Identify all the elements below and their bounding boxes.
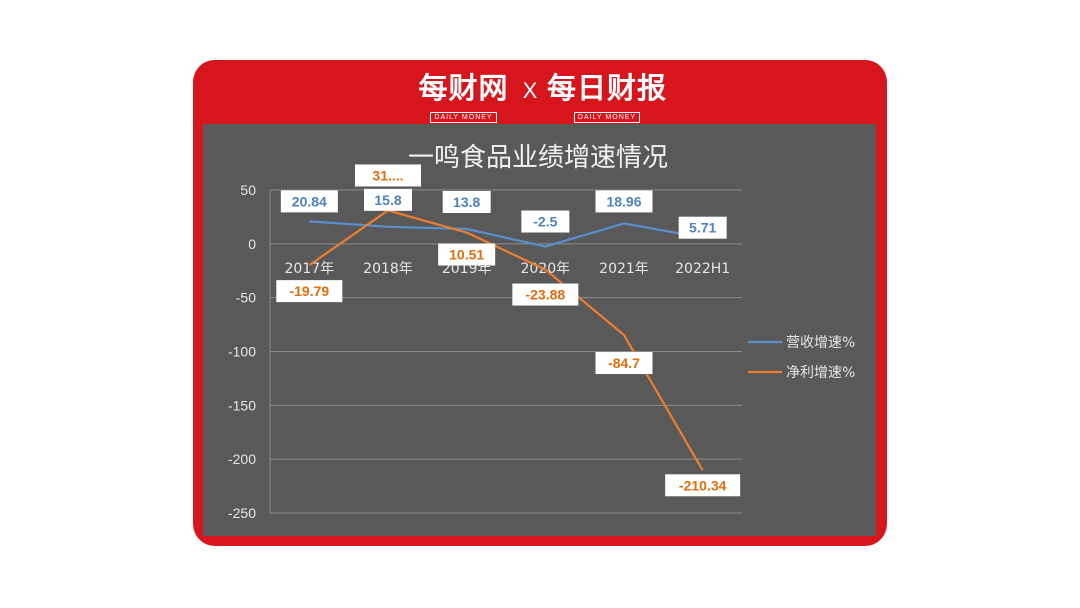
data-label-value: 5.71 — [689, 220, 716, 236]
data-label: 10.51 — [438, 243, 496, 266]
legend: 营收增速% 净利增速% — [748, 335, 855, 381]
data-label-value: 10.51 — [449, 247, 484, 263]
data-label-value: -210.34 — [679, 477, 727, 493]
data-label: -23.88 — [512, 283, 579, 306]
y-axis: 50 0 -50 -100 -150 -200 -250 — [228, 182, 271, 521]
legend-label: 净利增速% — [786, 365, 855, 381]
series-line — [308, 209, 704, 471]
data-label-box — [364, 188, 412, 211]
data-label-box — [442, 190, 491, 213]
x-tick-label: 2017年 — [285, 261, 335, 277]
data-labels: 20.84 15.8 13.8 -2.5 18.96 5.71 -19.79 31.... 10… — [276, 164, 741, 497]
data-label: -210.34 — [665, 474, 741, 497]
data-label-value: -84.7 — [608, 355, 640, 371]
series-lines — [308, 209, 704, 471]
y-tick-label: -150 — [228, 397, 256, 413]
x-axis: 2017年 2018年 2019年 2020年 2021年 2022H1 — [285, 261, 731, 277]
data-label-value: 31.... — [372, 167, 403, 183]
data-label-value: 13.8 — [453, 194, 480, 210]
y-tick-label: 0 — [248, 236, 256, 252]
data-label-box — [512, 283, 579, 306]
y-tick-label: -250 — [228, 505, 256, 521]
y-tick-label: -100 — [228, 344, 256, 360]
data-label: 20.84 — [280, 190, 338, 213]
data-label-value: 18.96 — [606, 193, 641, 209]
data-label-box — [521, 210, 570, 233]
logo-left-subtext: DAILY MONEY — [430, 112, 497, 123]
y-tick-label: 50 — [240, 182, 256, 198]
data-label: -2.5 — [521, 210, 570, 233]
data-label-value: 20.84 — [292, 193, 327, 209]
data-label: 13.8 — [442, 190, 491, 213]
brand-header: 每财网 DAILY MONEY X 每日财报 DAILY MONEY — [193, 66, 887, 123]
cross-mark: X — [522, 78, 538, 103]
logo-right-subtext: DAILY MONEY — [573, 112, 641, 123]
data-label-box — [678, 216, 727, 239]
y-tick-label: -200 — [228, 451, 256, 467]
series-line — [309, 220, 703, 248]
y-tick-label: -50 — [236, 290, 256, 306]
data-label-box — [438, 243, 496, 266]
x-tick-label: 2021年 — [599, 261, 649, 277]
data-label-box — [665, 474, 741, 497]
daily-report-logo: 每日财报 DAILY MONEY — [543, 71, 671, 123]
legend-label: 营收增速% — [786, 335, 855, 351]
data-label-box — [280, 190, 338, 213]
data-label-value: -23.88 — [525, 287, 565, 303]
data-label-box — [595, 190, 653, 213]
daily-money-net-logo: 每财网 DAILY MONEY — [411, 71, 516, 123]
data-label: 18.96 — [595, 190, 653, 213]
data-label-value: 15.8 — [374, 192, 401, 208]
chart-title: 一鸣食品业绩增速情况 — [408, 143, 668, 173]
data-label: 15.8 — [364, 188, 412, 211]
data-label: -84.7 — [595, 352, 653, 375]
data-label-box — [595, 352, 653, 375]
data-label-box — [276, 280, 343, 303]
data-label-value: -19.79 — [289, 283, 329, 299]
logo-right-text: 每日财报 — [546, 71, 667, 105]
data-label: 31.... — [355, 164, 421, 187]
data-label: -19.79 — [276, 280, 343, 303]
logo-left-text: 每财网 — [418, 71, 509, 105]
data-label: 5.71 — [678, 216, 727, 239]
x-tick-label: 2022H1 — [675, 261, 730, 277]
gridlines — [270, 189, 742, 514]
data-label-value: -2.5 — [533, 214, 557, 230]
data-label-box — [355, 164, 421, 187]
x-tick-label: 2018年 — [363, 261, 413, 277]
